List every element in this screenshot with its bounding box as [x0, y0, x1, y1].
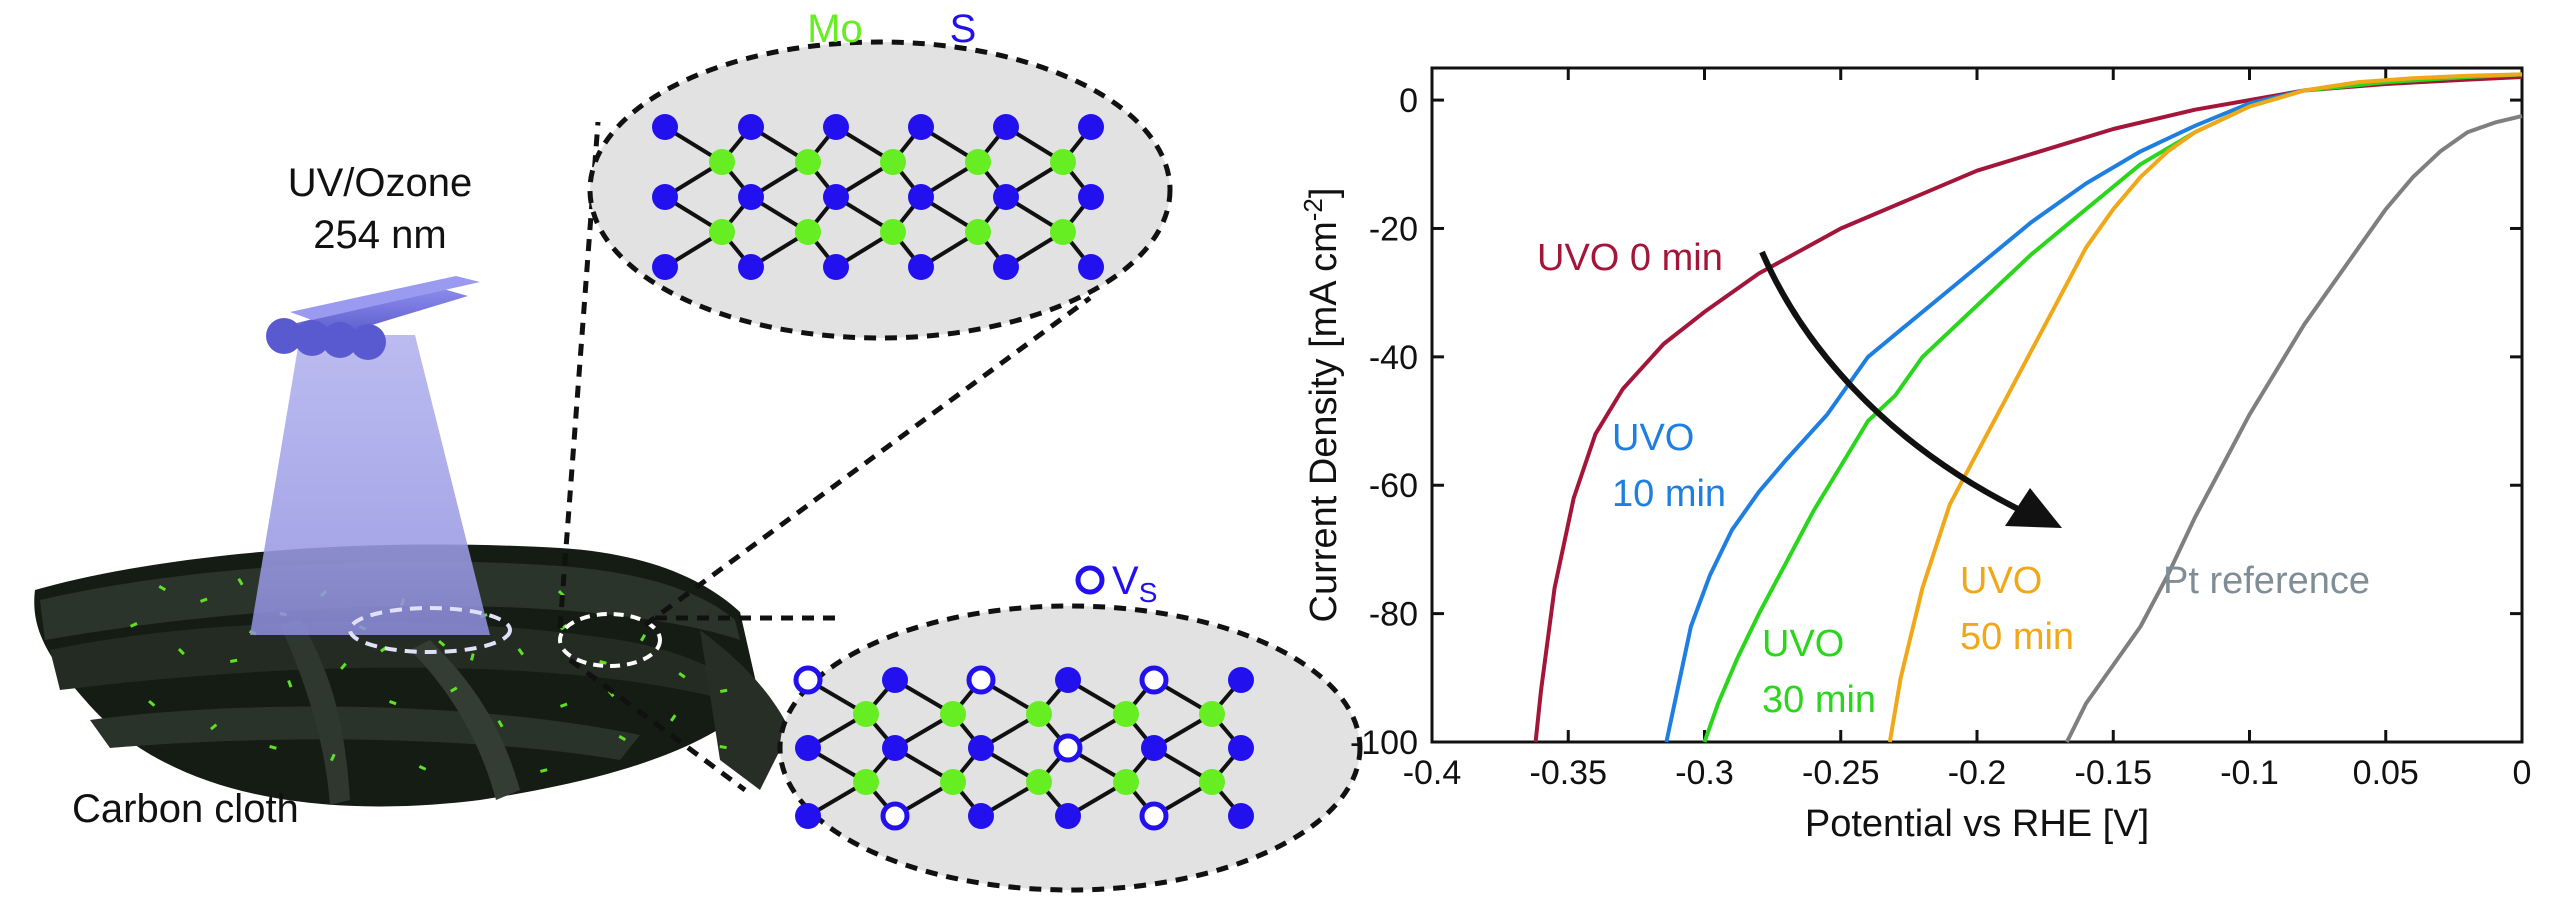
- s-vacancies: [793, 665, 1169, 831]
- schematic: UV/Ozone 254 nm Carbon cloth: [34, 7, 1363, 893]
- series-label-uvo-10-line1: UVO: [1612, 417, 1694, 459]
- legend-mo: Mo: [807, 7, 863, 51]
- mo-atoms: [853, 701, 1225, 795]
- y-axis-title-main: Current Density [mA cm: [1303, 221, 1345, 622]
- x-tick-label: -0.25: [1802, 754, 1880, 792]
- x-tick-label: -0.3: [1675, 754, 1734, 792]
- y-tick-label: -80: [1369, 596, 1418, 634]
- x-axis-title: Potential vs RHE [V]: [1805, 803, 2149, 845]
- uv-label-line1: UV/Ozone: [288, 161, 473, 205]
- zoom-region: [558, 612, 662, 668]
- series-label-uvo-30-line2: 30 min: [1762, 679, 1876, 721]
- y-tick-label: -100: [1350, 724, 1418, 762]
- legend-vacancy-v: V: [1112, 559, 1139, 603]
- y-tick-label: -40: [1369, 339, 1418, 377]
- legend-s: S: [950, 7, 977, 51]
- legend-vacancy-sub: S: [1139, 577, 1158, 608]
- y-tick-label: -60: [1369, 467, 1418, 505]
- series-label-pt-reference: Pt reference: [2163, 560, 2370, 602]
- curves: [1533, 72, 2523, 743]
- series-label-uvo-50-line1: UVO: [1960, 560, 2042, 602]
- trend-arrow: [1759, 250, 2022, 513]
- y-axis-title-end: ]: [1303, 188, 1345, 199]
- x-tick-label: 0.05: [2353, 754, 2419, 792]
- x-tick-label: 0: [2513, 754, 2532, 792]
- uv-lamp-icon: [266, 276, 480, 360]
- y-axis-title-sup: -2: [1298, 198, 1328, 221]
- y-tick-label: 0: [1399, 82, 1418, 120]
- s-atoms: [652, 114, 1104, 280]
- mo-atoms: [709, 149, 1076, 245]
- carbon-cloth: [34, 544, 790, 807]
- series-label-uvo-30-line1: UVO: [1762, 623, 1844, 665]
- y-axis-title: Current Density [mA cm-2]: [1298, 188, 1345, 623]
- trend-arrowhead: [2005, 488, 2062, 528]
- legend-vacancy: VS: [1112, 559, 1157, 608]
- x-tick-label: -0.35: [1530, 754, 1608, 792]
- pristine-lattice-bubble: [587, 39, 1173, 341]
- series-line-4: [2065, 114, 2523, 743]
- defective-lattice-bubble: [777, 603, 1363, 893]
- series-label-uvo-50-line2: 50 min: [1960, 616, 2074, 658]
- uv-beam: [250, 335, 490, 635]
- substrate-label: Carbon cloth: [72, 787, 299, 831]
- y-tick-label: -20: [1369, 210, 1418, 248]
- x-tick-label: -0.15: [2075, 754, 2153, 792]
- series-label-uvo-10-line2: 10 min: [1612, 473, 1726, 515]
- x-tick-label: -0.2: [1948, 754, 2007, 792]
- uv-label-line2: 254 nm: [313, 213, 446, 257]
- x-tick-label: -0.4: [1403, 754, 1462, 792]
- x-tick-label: -0.1: [2220, 754, 2279, 792]
- y-axis-ticks: 0 -20 -40 -60 -80 -100: [1350, 82, 2522, 762]
- series-line-3: [1887, 72, 2523, 743]
- polarization-chart: -0.4 -0.35 -0.3 -0.25 -0.2 -0.15 -0.1 0.05 0 0 -2…: [1298, 66, 2532, 845]
- x-axis-ticks: -0.4 -0.35 -0.3 -0.25 -0.2 -0.15 -0.1 0.05 0: [1403, 68, 2532, 792]
- series-label-uvo-0: UVO 0 min: [1537, 237, 1723, 279]
- s-atoms: [795, 667, 1254, 829]
- zoom-connectors: [557, 121, 1092, 793]
- uv-spot: [348, 606, 512, 654]
- vacancy-legend-icon: [1075, 565, 1105, 595]
